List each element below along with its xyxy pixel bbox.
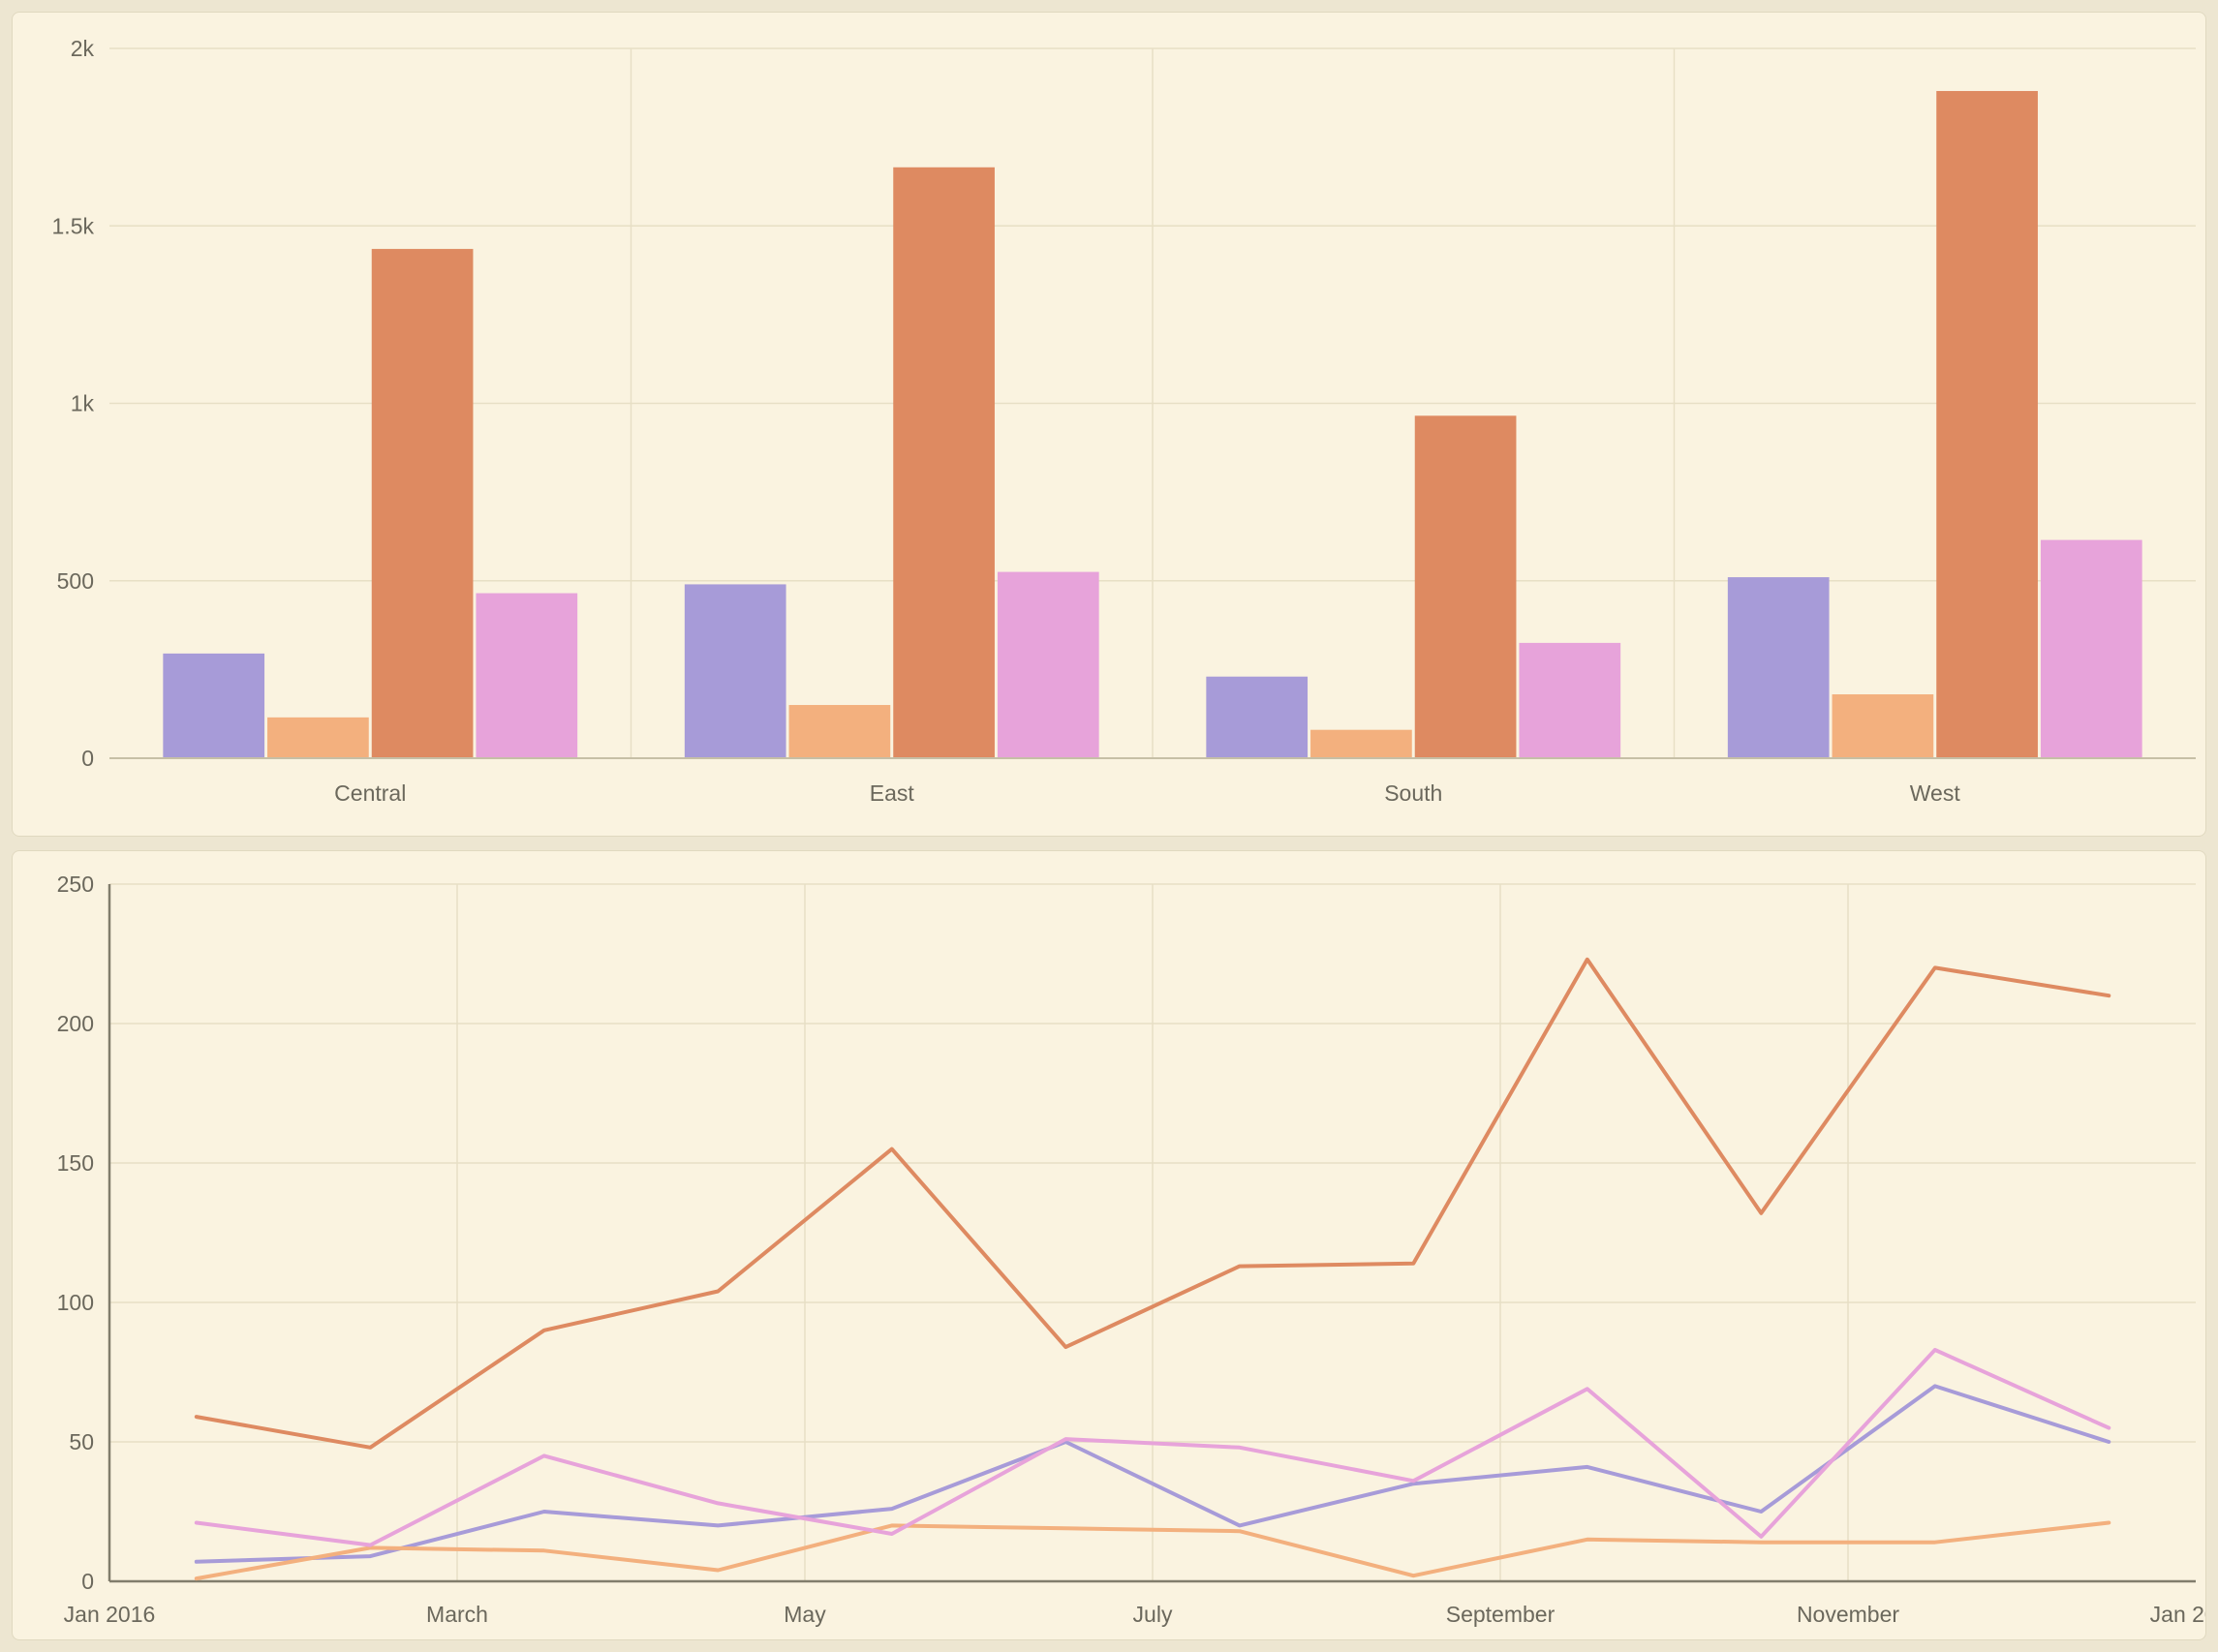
y-axis-tick-label: 2k bbox=[71, 36, 95, 61]
bar-west-peach[interactable] bbox=[1832, 694, 1934, 758]
bar-central-salmon[interactable] bbox=[371, 249, 474, 758]
bar-east-orchid[interactable] bbox=[997, 571, 1099, 758]
bar-central-orchid[interactable] bbox=[476, 593, 578, 758]
x-axis-tick-label: March bbox=[426, 1602, 488, 1627]
bar-west-purple[interactable] bbox=[1727, 577, 1830, 758]
y-axis-tick-label: 100 bbox=[57, 1290, 94, 1315]
y-axis-tick-label: 150 bbox=[57, 1150, 94, 1176]
bar-central-peach[interactable] bbox=[267, 717, 369, 758]
bar-west-orchid[interactable] bbox=[2040, 539, 2142, 758]
bar-east-purple[interactable] bbox=[684, 584, 786, 758]
x-axis-category-label: South bbox=[1384, 780, 1442, 806]
bar-west-salmon[interactable] bbox=[1936, 90, 2038, 759]
line-series-peach[interactable] bbox=[194, 1520, 2111, 1581]
y-axis-tick-label: 50 bbox=[69, 1429, 94, 1454]
bar-south-orchid[interactable] bbox=[1519, 642, 1621, 758]
line-chart-panel: 0 50 100 150 200 250 Jan 2016 March May July Septe… bbox=[12, 850, 2206, 1640]
x-axis-category-label: East bbox=[870, 780, 915, 806]
bar-south-peach[interactable] bbox=[1310, 729, 1412, 758]
bar-central-purple[interactable] bbox=[163, 653, 265, 758]
line-series-orchid[interactable] bbox=[194, 1348, 2111, 1547]
bar-east-salmon[interactable] bbox=[893, 167, 995, 759]
x-axis-tick-label: November bbox=[1797, 1602, 1899, 1627]
charts-dashboard: 0 500 1k 1.5k 2k Central East South West 0 50 100 1… bbox=[12, 12, 2206, 1640]
bar-south-purple[interactable] bbox=[1206, 676, 1309, 758]
line-series-salmon[interactable] bbox=[194, 957, 2111, 1450]
y-axis-tick-label: 1.5k bbox=[52, 213, 95, 238]
line-series-purple[interactable] bbox=[194, 1384, 2111, 1564]
x-axis-category-label: West bbox=[1910, 780, 1961, 806]
x-axis-tick-label: July bbox=[1133, 1602, 1173, 1627]
x-axis-category-label: Central bbox=[334, 780, 406, 806]
bar-chart-panel: 0 500 1k 1.5k 2k Central East South West bbox=[12, 12, 2206, 837]
bar-south-salmon[interactable] bbox=[1414, 415, 1517, 758]
y-axis-tick-label: 0 bbox=[81, 746, 94, 771]
y-axis-tick-label: 200 bbox=[57, 1011, 94, 1036]
x-axis-tick-label: May bbox=[784, 1602, 826, 1627]
grouped-bar-chart[interactable]: 0 500 1k 1.5k 2k Central East South West bbox=[13, 13, 2205, 836]
bar-east-peach[interactable] bbox=[788, 705, 891, 758]
y-axis-tick-label: 1k bbox=[71, 391, 95, 416]
x-axis-tick-label: Jan 2016 bbox=[64, 1602, 156, 1627]
y-axis-tick-label: 500 bbox=[57, 568, 94, 594]
y-axis-tick-label: 0 bbox=[81, 1569, 94, 1594]
y-axis-tick-label: 250 bbox=[57, 872, 94, 897]
x-axis-tick-label: September bbox=[1446, 1602, 1556, 1627]
line-chart[interactable]: 0 50 100 150 200 250 Jan 2016 March May July Septe… bbox=[13, 851, 2205, 1639]
x-axis-tick-label: Jan 2017 bbox=[2150, 1602, 2205, 1627]
